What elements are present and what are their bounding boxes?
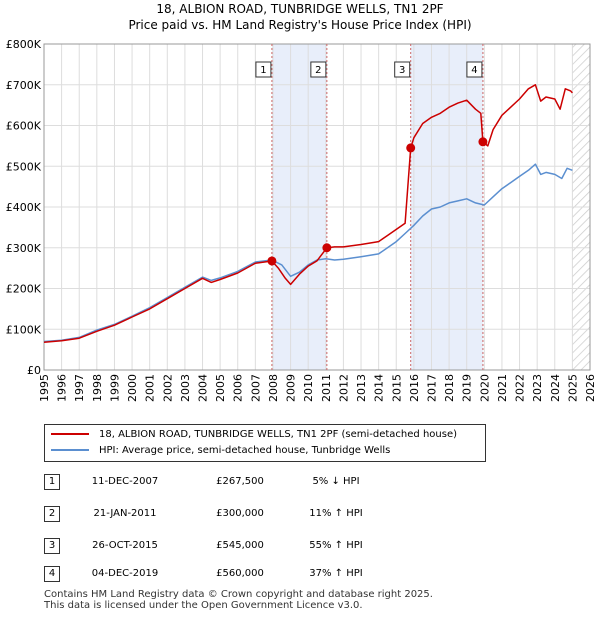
x-tick-label: 2016 [408,374,421,402]
sale-hpi-change: 37% ↑ HPI [309,568,363,579]
x-tick-label: 2023 [531,374,544,402]
sale-price: £267,500 [216,476,264,487]
y-tick-label: £400K [6,201,42,214]
sale-3-point [406,143,416,153]
x-tick-label: 2008 [267,374,280,402]
sale-row-3: 3 26-OCT-2015 £545,000 55% ↑ HPI [0,538,600,558]
legend-swatch-hpi [51,449,89,451]
x-tick-label: 2001 [144,374,157,402]
x-tick-label: 2013 [355,374,368,402]
sale-1-point [267,256,277,266]
chart-title: 18, ALBION ROAD, TUNBRIDGE WELLS, TN1 2P… [156,2,444,16]
price-chart: £0 £100K £200K £300K £400K £500K £600K £700K £80… [6,38,597,402]
x-tick-label: 2000 [126,374,139,402]
sale-date: 26-OCT-2015 [92,540,158,551]
x-tick-label: 1998 [91,374,104,402]
x-tick-label: 2007 [249,374,262,402]
x-tick-label: 2010 [302,374,315,402]
x-tick-label: 2022 [514,374,527,402]
x-tick-label: 2025 [566,374,579,402]
hpi-line [43,163,573,343]
x-tick-label: 1996 [56,374,69,402]
x-tick-label: 2020 [478,374,491,402]
sale-price: £545,000 [216,540,264,551]
sale-4-point [478,137,488,147]
y-tick-label: £200K [6,283,42,296]
legend-label-property: 18, ALBION ROAD, TUNBRIDGE WELLS, TN1 2P… [99,429,458,440]
sale-hpi-change: 11% ↑ HPI [309,508,363,519]
sale-row-4: 4 04-DEC-2019 £560,000 37% ↑ HPI [0,566,600,586]
x-tick-label: 2009 [285,374,298,402]
x-tick-label: 2006 [232,374,245,402]
y-tick-label: £600K [6,120,42,133]
plot-frame [43,43,591,371]
sale-4-label: 4 [471,65,477,76]
x-tick-label: 2017 [425,374,438,402]
x-tick-label: 2011 [320,374,333,402]
sale-date: 04-DEC-2019 [91,568,159,579]
sale-1-label: 1 [260,65,266,76]
footer-line-2: This data is licensed under the Open Gov… [44,600,363,611]
sale-1-label-box [255,61,272,78]
sale-number-badge: 2 [44,506,60,522]
y-tick-label: £100K [6,323,42,336]
legend-swatch-property [51,433,89,435]
y-tick-label: £300K [6,242,42,255]
y-tick-label: £500K [6,160,42,173]
x-tick-label: 1997 [73,374,86,402]
x-tick-label: 2012 [337,374,350,402]
y-tick-label: £700K [6,79,42,92]
chart-legend: 18, ALBION ROAD, TUNBRIDGE WELLS, TN1 2P… [44,424,486,462]
sale-number-badge: 1 [44,474,60,490]
x-tick-label: 2024 [549,374,562,402]
x-tick-label: 1995 [38,374,51,402]
legend-label-hpi: HPI: Average price, semi-detached house,… [99,445,391,456]
sale-row-2: 2 21-JAN-2011 £300,000 11% ↑ HPI [0,506,600,526]
sale-hpi-change: 5% ↓ HPI [312,476,360,487]
sale-4-label-box [466,61,483,78]
footer-line-1: Contains HM Land Registry data © Crown c… [44,589,433,600]
legend-item-property: 18, ALBION ROAD, TUNBRIDGE WELLS, TN1 2P… [51,427,457,443]
x-tick-label: 2002 [161,374,174,402]
x-tick-label: 2018 [443,374,456,402]
x-tick-label: 2005 [214,374,227,402]
x-tick-label: 2014 [373,374,386,402]
sale-3-label: 3 [399,65,405,76]
sale-2-point [322,243,332,253]
x-tick-label: 2003 [179,374,192,402]
footer-attribution: Contains HM Land Registry data © Crown c… [44,589,433,611]
sale-price: £560,000 [216,568,264,579]
sale-hpi-change: 55% ↑ HPI [309,540,363,551]
property-price-line [43,84,573,344]
sale-2-label: 2 [315,65,321,76]
y-tick-label: £0 [27,364,41,377]
sale-number-badge: 4 [44,566,60,582]
x-tick-label: 2015 [390,374,403,402]
y-tick-label: £800K [6,38,42,51]
sale-date: 21-JAN-2011 [93,508,157,519]
sale-price: £300,000 [216,508,264,519]
sale-3-label-box [394,61,411,78]
x-tick-label: 2021 [496,374,509,402]
sale-2-label-box [310,61,327,78]
sale-date: 11-DEC-2007 [91,476,159,487]
x-tick-label: 2004 [197,374,210,402]
sale-number-badge: 3 [44,538,60,554]
x-tick-label: 1999 [108,374,121,402]
sale-row-1: 1 11-DEC-2007 £267,500 5% ↓ HPI [0,474,600,494]
x-tick-label: 2026 [584,374,597,402]
legend-item-hpi: HPI: Average price, semi-detached house,… [51,443,390,459]
chart-subtitle: Price paid vs. HM Land Registry's House … [128,18,472,32]
x-tick-label: 2019 [461,374,474,402]
